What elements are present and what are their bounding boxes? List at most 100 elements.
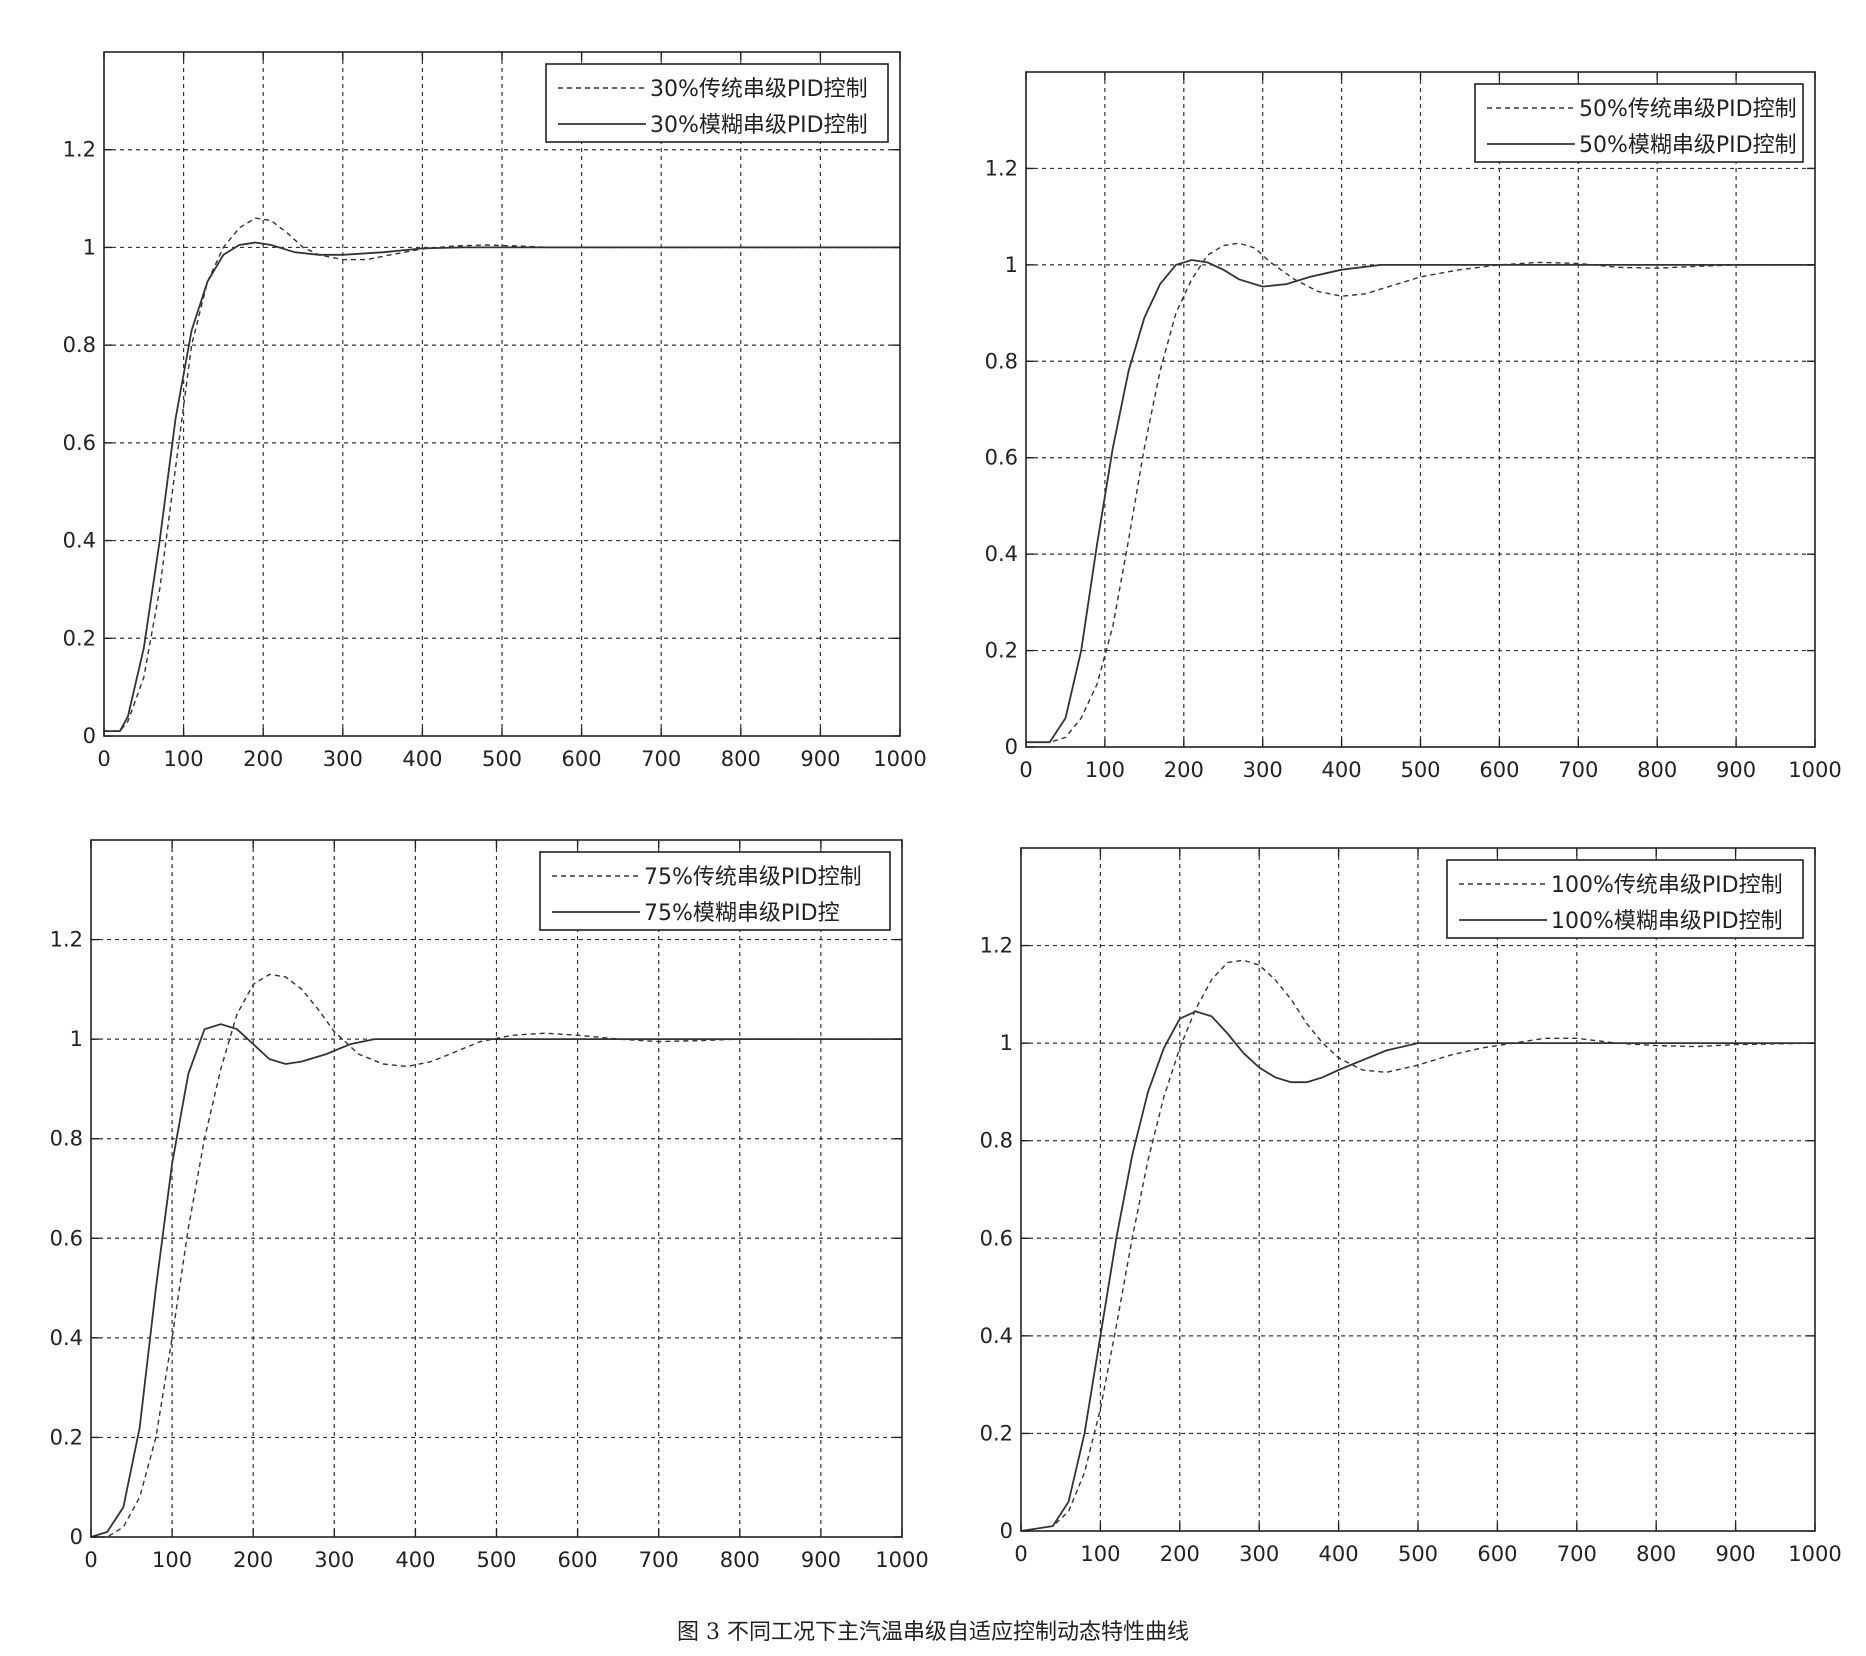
y-tick-label: 1.2 [63, 138, 96, 162]
y-tick-label: 1.2 [985, 156, 1018, 180]
x-tick-label: 1000 [1788, 1542, 1841, 1566]
legend-box [1446, 859, 1804, 939]
chart-2: 0 100 200 300 400 500 600 700 800 900 1000 0 0.2 0.4 0… [985, 71, 1842, 782]
y-tick-label: 0.2 [985, 639, 1018, 663]
y-tick-label: 0.8 [985, 349, 1018, 373]
legend-label-2: 75%模糊串级PID控 [644, 901, 840, 926]
series-line-2 [104, 241, 900, 732]
plot-area [104, 52, 900, 736]
x-tick-label: 500 [1398, 1542, 1438, 1566]
y-tick-label: 0.2 [50, 1425, 83, 1449]
y-tick-label: 0.8 [980, 1129, 1013, 1153]
legend-label-1: 50%传统串级PID控制 [1579, 97, 1797, 122]
y-tick-label: 1 [1005, 253, 1018, 277]
x-tick-label: 500 [1400, 758, 1440, 782]
x-tick-label: 400 [1319, 1542, 1359, 1566]
x-tick-label: 600 [1477, 1542, 1517, 1566]
series-line-1 [1026, 242, 1815, 743]
y-tick-label: 0.8 [50, 1127, 83, 1151]
x-tick-label: 100 [152, 1548, 192, 1572]
y-tick-label: 0.6 [63, 431, 96, 455]
x-tick-label: 0 [84, 1548, 97, 1572]
chart-3: 0 100 200 300 400 500 600 700 800 900 1000 0 0.2 0.4 0… [50, 839, 929, 1572]
x-tick-label: 300 [1239, 1542, 1279, 1566]
legend-label-2: 50%模糊串级PID控制 [1579, 133, 1797, 158]
x-tick-label: 400 [395, 1548, 435, 1572]
x-tick-label: 1000 [873, 747, 926, 771]
series-line-1 [91, 973, 902, 1538]
y-tick-label: 0.4 [50, 1326, 83, 1350]
x-tick-label: 500 [482, 747, 522, 771]
x-tick-label: 400 [402, 747, 442, 771]
x-tick-label: 900 [801, 1548, 841, 1572]
legend-label-1: 30%传统串级PID控制 [650, 77, 868, 102]
plot-area [1021, 848, 1815, 1531]
legend-box [545, 63, 889, 143]
legend-box [1474, 83, 1804, 163]
x-tick-label: 300 [314, 1548, 354, 1572]
series-line-2 [1020, 1010, 1815, 1532]
x-tick-label: 200 [233, 1548, 273, 1572]
chart-4: 0 100 200 300 400 500 600 700 800 900 1000 0 0.2 0.4 0… [980, 847, 1842, 1566]
legend-box [539, 851, 891, 931]
x-tick-label: 800 [720, 1548, 760, 1572]
x-tick-label: 800 [721, 747, 761, 771]
y-tick-label: 1 [70, 1027, 83, 1051]
x-tick-label: 900 [800, 747, 840, 771]
x-tick-label: 300 [1243, 758, 1283, 782]
x-tick-label: 700 [639, 1548, 679, 1572]
x-tick-label: 600 [562, 747, 602, 771]
legend-label-1: 75%传统串级PID控制 [644, 865, 862, 890]
x-tick-label: 600 [1479, 758, 1519, 782]
x-tick-label: 700 [641, 747, 681, 771]
y-tick-label: 0 [70, 1525, 83, 1549]
chart-1: 0 100 200 300 400 500 600 700 800 900 1000 0 0.2 0.4 0… [63, 51, 927, 771]
y-tick-label: 0.6 [985, 446, 1018, 470]
y-tick-label: 0.4 [63, 529, 96, 553]
series-line-1 [1020, 959, 1816, 1532]
y-tick-label: 0.2 [63, 626, 96, 650]
x-tick-label: 200 [1160, 1542, 1200, 1566]
y-tick-label: 0.2 [980, 1421, 1013, 1445]
x-tick-label: 900 [1716, 758, 1756, 782]
y-tick-label: 0 [1000, 1519, 1013, 1543]
series-line-2 [1026, 259, 1815, 744]
x-tick-label: 100 [1085, 758, 1125, 782]
plot-area [91, 840, 902, 1537]
y-tick-label: 1.2 [980, 934, 1013, 958]
y-tick-label: 0 [1005, 735, 1018, 759]
y-tick-label: 0.4 [985, 542, 1018, 566]
x-tick-label: 400 [1322, 758, 1362, 782]
series-line-2 [90, 1023, 902, 1538]
x-tick-label: 100 [1080, 1542, 1120, 1566]
x-tick-label: 700 [1558, 758, 1598, 782]
legend-label-1: 100%传统串级PID控制 [1551, 873, 1783, 898]
x-tick-label: 300 [323, 747, 363, 771]
x-tick-label: 1000 [1788, 758, 1841, 782]
x-tick-label: 0 [97, 747, 110, 771]
series-line-1 [104, 217, 900, 732]
x-tick-label: 100 [164, 747, 204, 771]
y-tick-label: 0.6 [50, 1226, 83, 1250]
y-tick-label: 0.4 [980, 1324, 1013, 1348]
x-tick-label: 0 [1019, 758, 1032, 782]
x-tick-label: 0 [1014, 1542, 1027, 1566]
y-tick-label: 0.8 [63, 333, 96, 357]
x-tick-label: 800 [1637, 758, 1677, 782]
y-tick-label: 0.6 [980, 1226, 1013, 1250]
x-tick-label: 1000 [875, 1548, 928, 1572]
x-tick-label: 800 [1636, 1542, 1676, 1566]
x-tick-label: 900 [1716, 1542, 1756, 1566]
y-tick-label: 1.2 [50, 928, 83, 952]
y-tick-label: 1 [83, 235, 96, 259]
x-tick-label: 600 [558, 1548, 598, 1572]
y-tick-label: 0 [83, 724, 96, 748]
x-tick-label: 700 [1557, 1542, 1597, 1566]
x-tick-label: 200 [1164, 758, 1204, 782]
figure-caption: 图 3 不同工况下主汽温串级自适应控制动态特性曲线 [677, 1620, 1189, 1645]
x-tick-label: 200 [243, 747, 283, 771]
legend-label-2: 100%模糊串级PID控制 [1551, 909, 1783, 934]
x-tick-label: 500 [476, 1548, 516, 1572]
legend-label-2: 30%模糊串级PID控制 [650, 113, 868, 138]
